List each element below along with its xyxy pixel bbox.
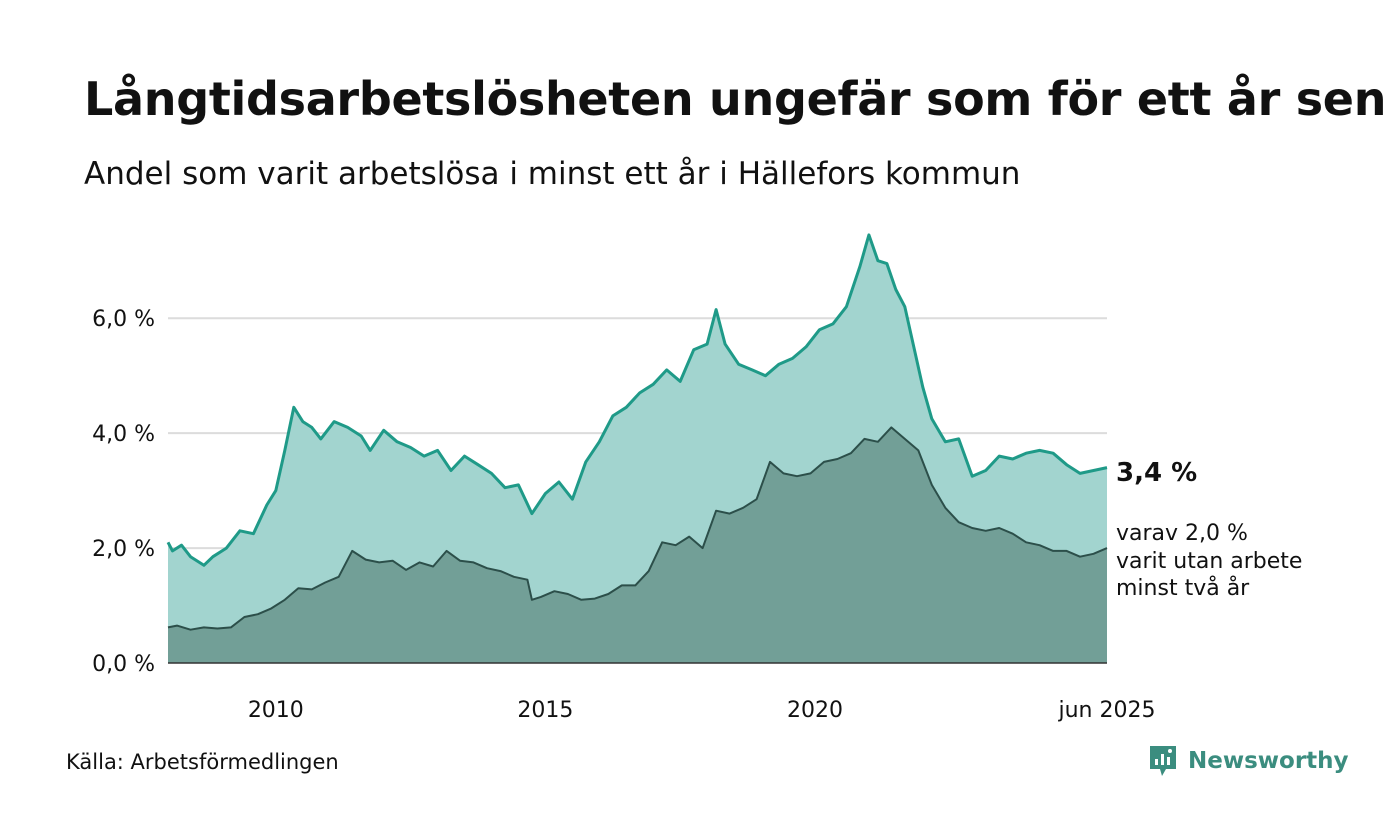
series-line-minst-ett-ar xyxy=(166,233,1108,567)
series-area-minst-tva-ar xyxy=(168,427,1107,663)
y-tick-label: 6,0 % xyxy=(92,307,155,332)
chart-title: Långtidsarbetslösheten ungefär som för e… xyxy=(84,72,1387,126)
end-secondary-label-2: varit utan arbete xyxy=(1116,549,1302,574)
brand-name: Newsworthy xyxy=(1188,748,1349,774)
x-tick-label: 2015 xyxy=(517,698,573,723)
y-tick-label: 2,0 % xyxy=(92,537,155,562)
end-value-label: 3,4 % xyxy=(1116,458,1197,488)
source-note: Källa: Arbetsförmedlingen xyxy=(66,750,339,774)
chart-subtitle: Andel som varit arbetslösa i minst ett å… xyxy=(84,156,1021,192)
x-tick-label: jun 2025 xyxy=(1058,698,1156,723)
x-tick-label: 2010 xyxy=(248,698,304,723)
x-tick-label: 2020 xyxy=(787,698,843,723)
x-axis: 2010 2015 2020 jun 2025 xyxy=(248,698,1156,723)
brand-logo: Newsworthy xyxy=(1148,744,1349,778)
area-chart: 0,0 % 2,0 % 4,0 % 6,0 % 2010 2015 2020 jun 202… xyxy=(92,233,1302,723)
end-secondary-label-1: varav 2,0 % xyxy=(1116,521,1248,546)
series-areas xyxy=(166,233,1108,664)
series-line-minst-tva-ar xyxy=(167,426,1108,631)
y-axis: 0,0 % 2,0 % 4,0 % 6,0 % xyxy=(92,307,155,677)
y-tick-label: 0,0 % xyxy=(92,652,155,677)
y-tick-label: 4,0 % xyxy=(92,422,155,447)
newsworthy-logo-icon xyxy=(1150,746,1176,776)
end-labels: 3,4 % varav 2,0 % varit utan arbete mins… xyxy=(1116,458,1302,601)
end-secondary-label-3: minst två år xyxy=(1116,575,1250,601)
